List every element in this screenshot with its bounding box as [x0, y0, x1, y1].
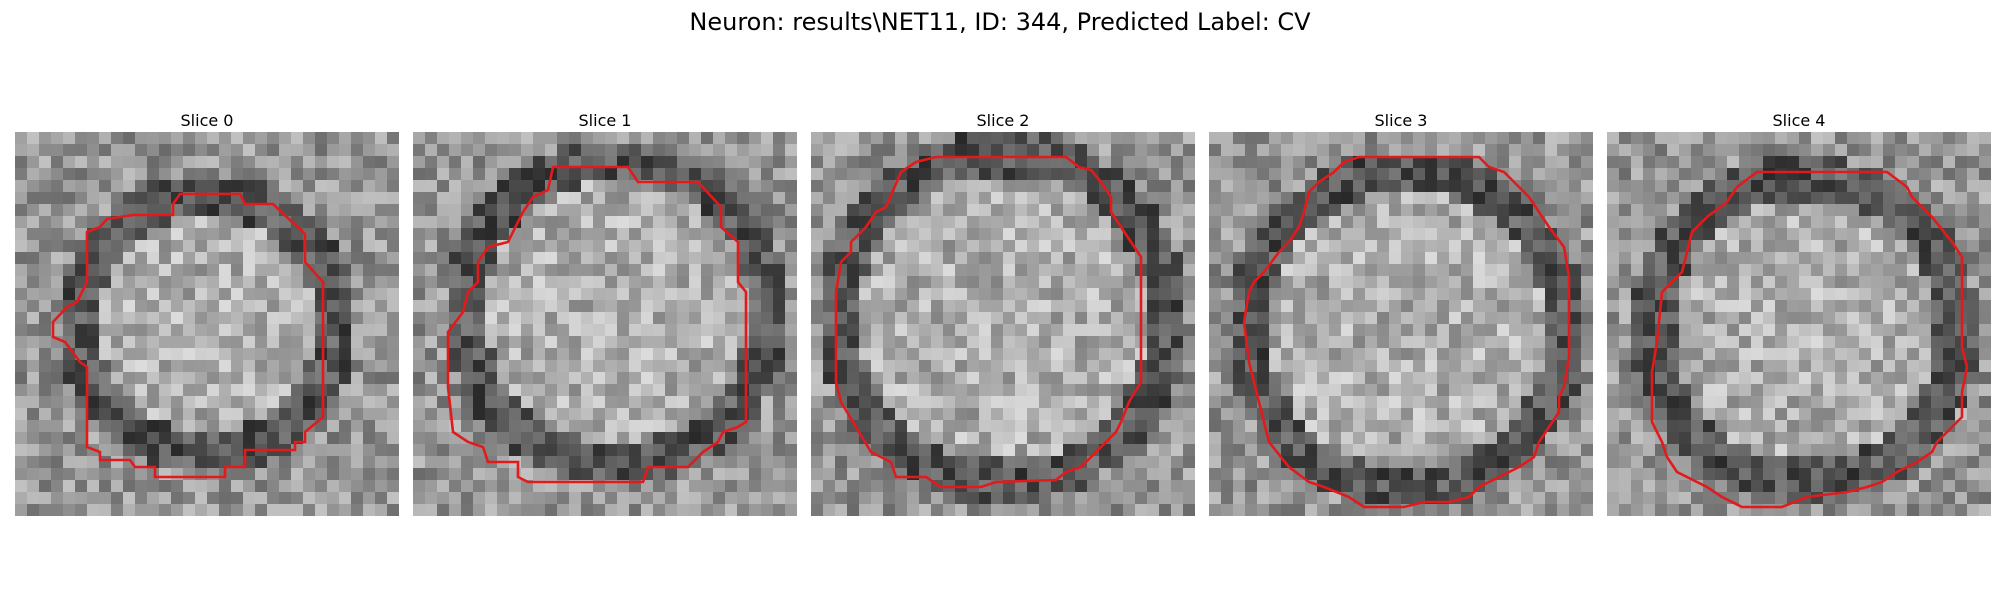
contour-overlay	[51, 192, 325, 479]
slice-panel-1: Slice 1	[413, 110, 797, 516]
figure-title: Neuron: results\NET11, ID: 344, Predicte…	[689, 8, 1311, 36]
slice-panel-0: Slice 0	[15, 110, 399, 516]
slice-image	[413, 132, 797, 516]
slice-image	[1209, 132, 1593, 516]
contour-overlay	[446, 165, 748, 484]
contour-overlay	[834, 155, 1143, 489]
contour-overlay	[1650, 170, 1969, 509]
segmentation-contour	[1242, 155, 1571, 509]
slice-title: Slice 3	[1374, 111, 1428, 130]
grayscale-image	[15, 132, 399, 516]
slice-panel-3: Slice 3	[1209, 110, 1593, 516]
slice-panel-2: Slice 2	[811, 110, 1195, 516]
slice-panel-4: Slice 4	[1607, 110, 1991, 516]
grayscale-image	[811, 132, 1195, 516]
slice-image	[1607, 132, 1991, 516]
segmentation-contour	[51, 192, 325, 479]
slice-image	[811, 132, 1195, 516]
slice-image	[15, 132, 399, 516]
slice-title: Slice 1	[578, 111, 632, 130]
grayscale-image	[1607, 132, 1991, 516]
grayscale-image	[413, 132, 797, 516]
segmentation-contour	[1650, 170, 1969, 509]
slice-title: Slice 0	[180, 111, 234, 130]
segmentation-contour	[834, 155, 1143, 489]
slice-title: Slice 2	[976, 111, 1030, 130]
slice-title: Slice 4	[1772, 111, 1826, 130]
contour-overlay	[1242, 155, 1571, 509]
segmentation-contour	[446, 165, 748, 484]
